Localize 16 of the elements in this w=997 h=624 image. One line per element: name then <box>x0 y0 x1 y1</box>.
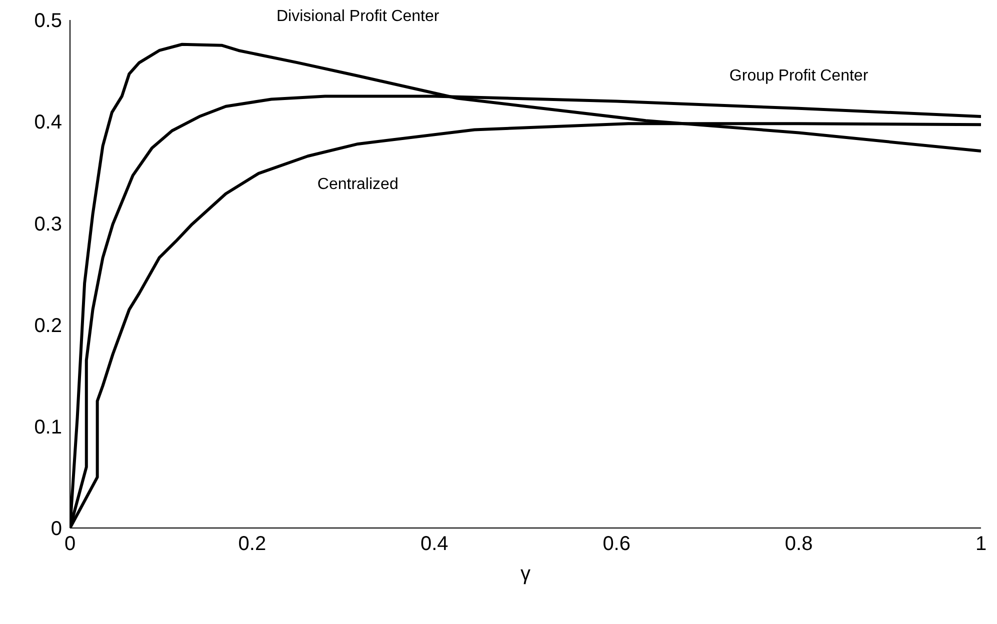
x-tick-label: 0 <box>64 533 76 556</box>
x-tick-label: 0.6 <box>602 533 631 556</box>
x-tick-label: 1 <box>975 533 987 556</box>
x-tick-label: 0.4 <box>420 533 448 556</box>
x-axis-title: γ <box>520 563 530 585</box>
x-tick-label: 0.2 <box>238 533 266 556</box>
y-tick-label: 0.3 <box>34 213 62 236</box>
x-tick-label: 0.8 <box>784 533 813 556</box>
y-tick-label: 0.4 <box>34 112 62 134</box>
y-tick-label: 0.5 <box>34 10 62 32</box>
series-label: Group Profit Center <box>729 67 869 84</box>
series-label: Centralized <box>317 176 398 193</box>
text: Divisional Profit Center <box>276 8 440 25</box>
y-tick-label: 0 <box>50 518 62 540</box>
y-tick-label: 0.1 <box>34 416 62 438</box>
y-tick-label: 0.2 <box>34 314 62 337</box>
